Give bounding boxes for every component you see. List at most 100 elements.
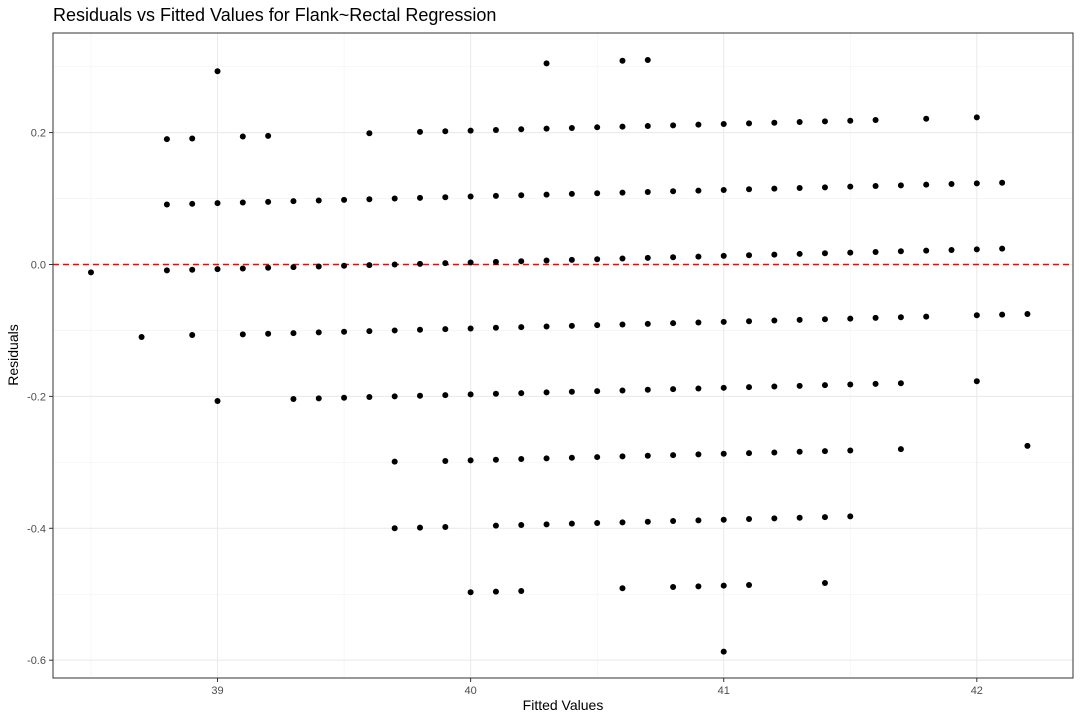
data-point <box>1024 442 1031 449</box>
data-point <box>847 381 854 388</box>
data-point <box>619 519 626 526</box>
data-point <box>619 387 626 394</box>
y-tick-label: 0.0 <box>31 259 46 271</box>
data-point <box>518 126 525 133</box>
data-point <box>366 394 373 401</box>
data-point <box>442 194 449 201</box>
data-point <box>695 319 702 326</box>
data-point <box>796 448 803 455</box>
data-point <box>720 121 727 128</box>
data-point <box>897 314 904 321</box>
data-point <box>973 246 980 253</box>
data-point <box>594 124 601 131</box>
y-tick-label: -0.4 <box>27 523 46 535</box>
data-point <box>492 126 499 133</box>
data-point <box>847 447 854 454</box>
data-point <box>594 322 601 329</box>
data-point <box>442 260 449 267</box>
data-point <box>265 264 272 271</box>
data-point <box>265 132 272 139</box>
data-point <box>670 320 677 327</box>
data-point <box>518 192 525 199</box>
data-point <box>821 382 828 389</box>
data-point <box>442 458 449 465</box>
data-point <box>568 256 575 263</box>
data-point <box>847 183 854 190</box>
data-point <box>315 329 322 336</box>
data-point <box>214 68 221 75</box>
data-point <box>821 316 828 323</box>
data-point <box>315 395 322 402</box>
data-point <box>720 648 727 655</box>
data-point <box>644 452 651 459</box>
x-tick-label: 42 <box>971 685 983 697</box>
data-point <box>999 179 1006 186</box>
data-point <box>644 518 651 525</box>
data-point <box>771 515 778 522</box>
data-point <box>518 390 525 397</box>
data-point <box>670 188 677 195</box>
data-point <box>771 317 778 324</box>
data-point <box>670 386 677 393</box>
data-point <box>467 589 474 596</box>
data-point <box>746 120 753 127</box>
data-point <box>341 196 348 203</box>
y-tick-label: 0.2 <box>31 128 46 140</box>
data-point <box>746 450 753 457</box>
data-point <box>391 525 398 532</box>
data-point <box>999 245 1006 252</box>
data-point <box>695 583 702 590</box>
data-point <box>594 190 601 197</box>
data-point <box>619 585 626 592</box>
data-point <box>796 184 803 191</box>
residual-points <box>87 57 1031 655</box>
data-point <box>467 193 474 200</box>
x-axis-ticks: 39 40 41 42 <box>211 678 983 697</box>
data-point <box>771 383 778 390</box>
data-point <box>670 518 677 525</box>
data-point <box>619 123 626 130</box>
data-point <box>568 388 575 395</box>
data-point <box>543 455 550 462</box>
data-point <box>746 384 753 391</box>
data-point <box>492 456 499 463</box>
data-point <box>416 128 423 135</box>
data-point <box>695 451 702 458</box>
data-point <box>214 200 221 207</box>
data-point <box>467 259 474 266</box>
y-tick-label: -0.2 <box>27 391 46 403</box>
data-point <box>366 196 373 203</box>
y-axis-ticks: -0.6 -0.4 -0.2 0.0 0.2 <box>27 128 53 667</box>
data-point <box>543 257 550 264</box>
data-point <box>847 315 854 322</box>
data-point <box>897 380 904 387</box>
data-point <box>619 453 626 460</box>
data-point <box>847 117 854 124</box>
data-point <box>594 520 601 527</box>
data-point <box>214 266 221 273</box>
data-point <box>746 516 753 523</box>
data-point <box>315 197 322 204</box>
data-point <box>518 324 525 331</box>
data-point <box>492 192 499 199</box>
data-point <box>442 128 449 135</box>
data-point <box>821 448 828 455</box>
data-point <box>897 182 904 189</box>
data-point <box>644 320 651 327</box>
data-point <box>391 393 398 400</box>
data-point <box>290 198 297 205</box>
data-point <box>695 253 702 260</box>
data-point <box>366 328 373 335</box>
data-point <box>619 321 626 328</box>
data-point <box>189 135 196 142</box>
data-point <box>239 265 246 272</box>
data-point <box>594 388 601 395</box>
data-point <box>543 521 550 528</box>
data-point <box>290 264 297 271</box>
data-point <box>467 457 474 464</box>
data-point <box>265 330 272 337</box>
data-point <box>163 267 170 274</box>
data-point <box>796 514 803 521</box>
